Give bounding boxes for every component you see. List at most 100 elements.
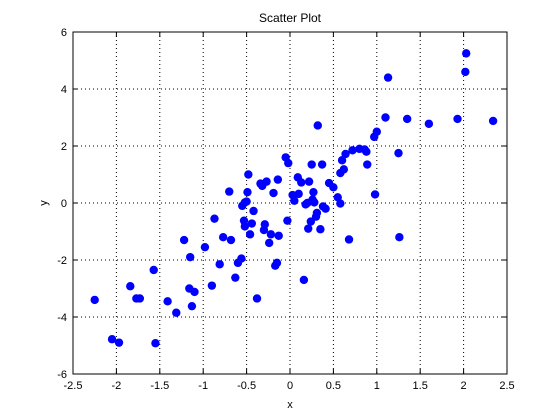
data-point [272, 258, 282, 268]
data-point [313, 121, 322, 130]
data-point [372, 127, 381, 136]
x-tick-label: 0.5 [326, 380, 341, 392]
data-point [337, 156, 347, 165]
data-point [149, 265, 158, 275]
data-point [215, 260, 224, 269]
data-point [273, 175, 283, 184]
data-point [309, 187, 318, 197]
data-point [207, 281, 217, 290]
data-point [269, 188, 278, 198]
x-tick-label: -1.5 [150, 380, 169, 392]
data-point [262, 177, 271, 186]
data-point [312, 208, 322, 218]
x-tick-label: 2 [461, 380, 467, 392]
data-point [237, 254, 246, 263]
y-tick-label: 0 [61, 198, 67, 210]
data-point [293, 173, 303, 182]
grid [73, 32, 507, 374]
data-point [301, 200, 310, 209]
data-point [370, 190, 380, 199]
data-point [151, 339, 160, 348]
x-tick-label: 1 [374, 380, 380, 392]
data-point [304, 224, 313, 233]
data-point [247, 219, 257, 228]
y-tick-label: 2 [61, 141, 67, 153]
data-point [329, 183, 338, 192]
data-point [226, 235, 236, 245]
data-point [163, 297, 172, 306]
data-point [461, 67, 470, 77]
data-point [172, 308, 181, 317]
y-tick-label: 4 [61, 84, 67, 96]
data-point [288, 190, 297, 200]
data-point [266, 230, 276, 239]
data-point [307, 160, 316, 169]
data-point [200, 242, 210, 252]
data-point [187, 301, 197, 311]
data-point [336, 199, 345, 208]
data-point [362, 147, 371, 156]
data-point [339, 165, 349, 174]
data-point [185, 252, 195, 262]
data-point [190, 287, 199, 297]
y-tick-label: -4 [57, 312, 67, 324]
axis-ticks: -2.5 -2 -1.5 -1 -0.5 0 0.5 1 1.5 2 2.5 -6 -4 -2 0 2 4 6 [57, 27, 514, 392]
data-point [308, 195, 317, 204]
data-point [316, 225, 325, 234]
data-point [274, 231, 283, 240]
data-point [264, 238, 274, 248]
x-tick-label: -1 [198, 380, 208, 392]
data-point [488, 116, 498, 126]
chart-title: Scatter Plot [259, 11, 322, 25]
data-point [344, 235, 354, 244]
data-point [283, 216, 292, 225]
y-axis-label: y [38, 200, 50, 206]
x-tick-label: -2.5 [64, 380, 83, 392]
data-point [318, 202, 328, 211]
y-tick-label: -2 [57, 255, 67, 267]
data-point [225, 187, 234, 196]
y-tick-label: -6 [57, 369, 67, 381]
data-point [383, 73, 393, 82]
x-axis-label: x [287, 399, 293, 411]
data-point [341, 149, 350, 159]
data-points [90, 49, 498, 348]
x-tick-label: -0.5 [237, 380, 256, 392]
data-point [243, 187, 252, 197]
data-point [179, 235, 189, 245]
data-point [299, 275, 309, 285]
data-point [424, 119, 434, 128]
x-tick-label: -2 [112, 380, 122, 392]
data-point [348, 146, 357, 155]
data-point [210, 214, 219, 223]
data-point [363, 160, 372, 169]
data-point [453, 114, 462, 124]
y-tick-label: 6 [61, 27, 67, 39]
x-tick-label: 1.5 [413, 380, 428, 392]
data-point [284, 158, 293, 168]
data-point [240, 198, 250, 207]
data-point [245, 230, 255, 239]
data-point [395, 233, 404, 242]
data-point [317, 160, 327, 169]
data-point [249, 206, 258, 216]
data-point [402, 114, 412, 124]
data-point [114, 338, 124, 347]
data-point [107, 335, 117, 344]
data-point [304, 177, 314, 186]
data-point [244, 170, 253, 179]
data-point [381, 113, 390, 122]
data-point [231, 273, 240, 282]
data-point [126, 282, 135, 291]
data-point [90, 295, 99, 305]
x-tick-label: 2.5 [499, 380, 514, 392]
data-point [394, 148, 403, 158]
data-point [260, 220, 270, 229]
data-point [462, 49, 471, 58]
data-point [240, 222, 250, 231]
data-point [252, 294, 262, 303]
data-point [135, 294, 145, 303]
x-tick-label: 0 [287, 380, 293, 392]
data-point [333, 193, 342, 202]
